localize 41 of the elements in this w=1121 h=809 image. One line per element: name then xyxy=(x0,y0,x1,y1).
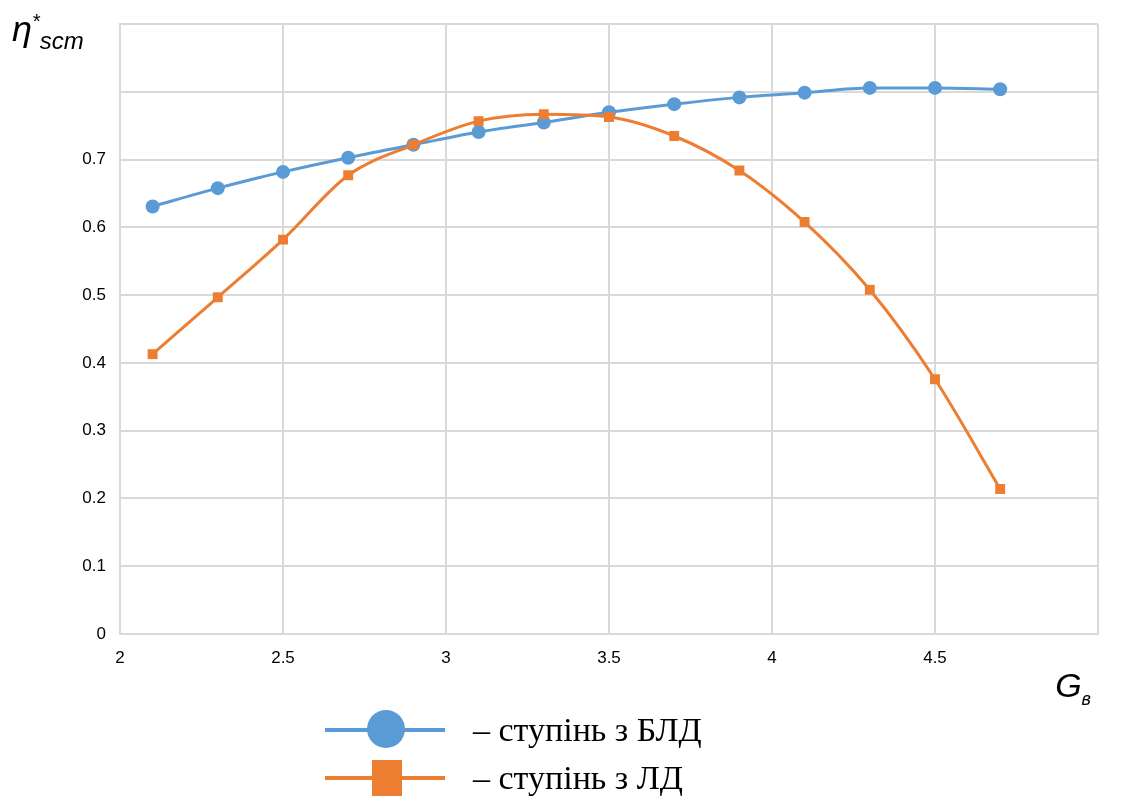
point xyxy=(341,150,356,165)
point xyxy=(471,124,486,139)
y-tick-label: 0.1 xyxy=(82,555,106,575)
y-tick-label: 0.7 xyxy=(82,149,106,169)
point xyxy=(473,116,484,127)
x-tick-label: 4 xyxy=(767,647,777,667)
point xyxy=(145,199,160,214)
point xyxy=(993,82,1008,97)
point xyxy=(799,217,810,227)
y-tick-label: 0.5 xyxy=(82,284,106,304)
legend-label: – ступінь з БЛД xyxy=(473,711,702,749)
point xyxy=(276,164,290,179)
x-axis-title: G$_{в}$ xyxy=(1055,666,1091,710)
x-tick-label: 3.5 xyxy=(597,647,621,667)
point xyxy=(862,80,877,95)
point xyxy=(930,374,940,385)
y-tick-label: 0.4 xyxy=(82,352,106,372)
y-tick-label: 0.6 xyxy=(82,217,106,237)
y-tick-label: 0.3 xyxy=(82,420,106,440)
point xyxy=(604,112,614,122)
x-tick-label: 3 xyxy=(441,647,451,667)
point xyxy=(538,109,549,120)
point xyxy=(667,97,682,112)
point xyxy=(343,170,354,181)
point xyxy=(278,234,288,245)
point xyxy=(669,131,680,141)
x-tick-label: 2 xyxy=(115,647,125,667)
point xyxy=(147,349,158,360)
point xyxy=(732,90,747,105)
point xyxy=(995,484,1006,494)
legend-label: – ступінь з ЛД xyxy=(473,759,684,797)
point xyxy=(928,80,942,95)
x-tick-label: 2.5 xyxy=(271,647,295,667)
point xyxy=(864,284,875,295)
point xyxy=(797,85,812,100)
point xyxy=(734,165,745,176)
point xyxy=(210,181,225,196)
x-tick-label: 4.5 xyxy=(923,647,947,667)
y-tick-label: 0.2 xyxy=(82,488,106,508)
point xyxy=(212,292,223,303)
y-tick-label: 0 xyxy=(96,623,106,643)
